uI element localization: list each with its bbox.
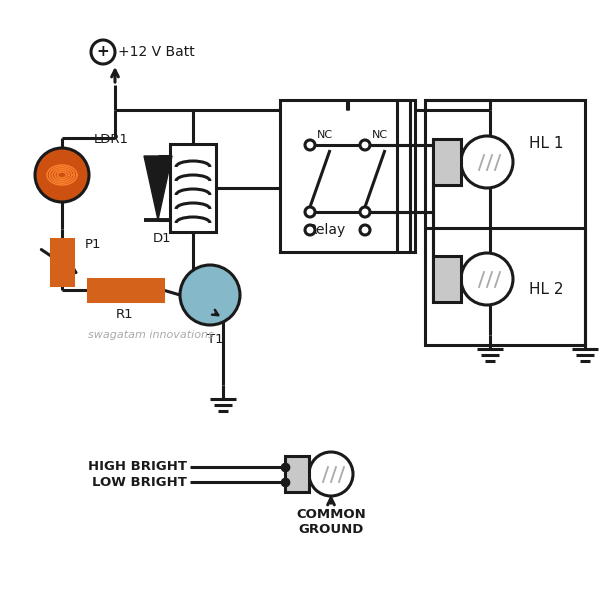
Text: HIGH BRIGHT: HIGH BRIGHT <box>88 461 187 473</box>
Circle shape <box>360 225 370 235</box>
Bar <box>285 456 309 492</box>
Bar <box>433 256 461 302</box>
Text: HL 1: HL 1 <box>529 136 563 151</box>
Circle shape <box>461 253 513 305</box>
Text: swagatam innovations: swagatam innovations <box>88 330 214 340</box>
Circle shape <box>91 40 115 64</box>
Text: NC: NC <box>372 130 388 140</box>
Text: R1: R1 <box>116 308 134 321</box>
Polygon shape <box>144 156 172 220</box>
Text: LOW BRIGHT: LOW BRIGHT <box>92 475 187 488</box>
Text: HL 2: HL 2 <box>529 281 563 296</box>
Circle shape <box>305 225 315 235</box>
Circle shape <box>461 136 513 188</box>
Text: +: + <box>97 44 109 59</box>
Text: LDR1: LDR1 <box>94 133 129 146</box>
Bar <box>88 279 163 301</box>
Bar <box>51 239 73 285</box>
Text: NC: NC <box>317 130 333 140</box>
Circle shape <box>305 140 315 150</box>
Text: +12 V Batt: +12 V Batt <box>118 45 195 59</box>
Bar <box>433 139 461 185</box>
Text: P1: P1 <box>85 238 101 251</box>
Bar <box>425 100 585 345</box>
Circle shape <box>305 207 315 217</box>
Circle shape <box>309 452 353 496</box>
Circle shape <box>180 265 240 325</box>
Text: T1: T1 <box>206 333 223 346</box>
Text: D1: D1 <box>153 232 172 245</box>
Text: Relay: Relay <box>308 223 346 237</box>
Bar <box>280 100 415 252</box>
Circle shape <box>360 207 370 217</box>
Text: COMMON
GROUND: COMMON GROUND <box>296 508 366 536</box>
Circle shape <box>35 148 89 202</box>
Bar <box>170 144 216 232</box>
Circle shape <box>360 140 370 150</box>
